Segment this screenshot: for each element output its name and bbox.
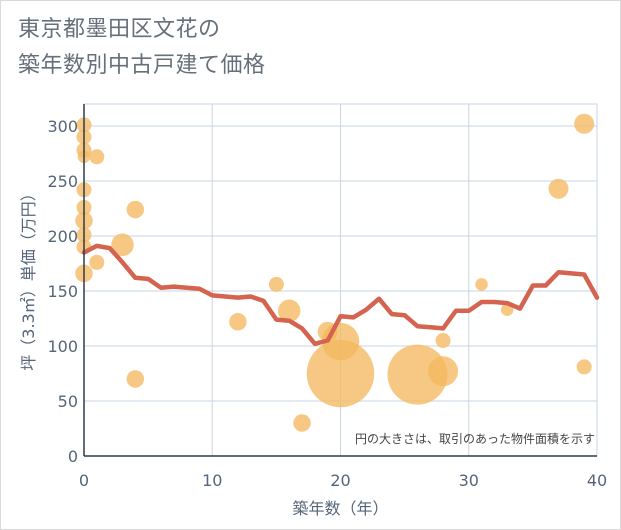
data-bubble [435, 333, 451, 348]
bubble-series [75, 113, 595, 432]
data-bubble [111, 233, 134, 257]
chart-title-line-1: 東京都墨田区文花の [18, 17, 221, 42]
data-bubble [293, 414, 311, 432]
x-tick-label: 40 [587, 471, 607, 490]
axes: 0 10 20 30 40 0 50 100 150 200 250 300 [47, 104, 607, 490]
x-axis-title: 築年数（年） [292, 499, 388, 518]
data-bubble [306, 339, 375, 408]
chart-title: 東京都墨田区文花の 築年数別中古戸建て価格 [18, 12, 266, 84]
data-bubble [89, 254, 105, 270]
chart-title-line-2: 築年数別中古戸建て価格 [18, 53, 266, 78]
y-tick-label: 100 [47, 337, 78, 356]
y-axis-title: 坪（3.3㎡）単価（万円） [19, 185, 38, 370]
y-tick-label: 0 [68, 447, 78, 466]
data-bubble [428, 356, 459, 387]
y-tick-label: 150 [47, 282, 78, 301]
size-annotation: 円の大きさは、取引のあった物件面積を示す [355, 431, 595, 446]
y-tick-label: 250 [47, 172, 78, 191]
x-tick-label: 30 [459, 471, 479, 490]
data-bubble [89, 149, 105, 165]
data-bubble [277, 299, 301, 323]
x-tick-label: 20 [330, 471, 350, 490]
data-bubble [229, 313, 247, 331]
data-bubble [574, 113, 595, 134]
price-trend-line [81, 243, 600, 347]
data-bubble [387, 344, 448, 405]
data-bubble [268, 276, 284, 292]
data-bubble [126, 200, 145, 219]
x-tick-label: 0 [79, 471, 89, 490]
y-tick-label: 50 [58, 392, 78, 411]
data-bubble [548, 178, 569, 199]
data-bubble [475, 278, 488, 291]
y-tick-label: 300 [47, 117, 78, 136]
y-tick-label: 200 [47, 227, 78, 246]
x-tick-label: 10 [202, 471, 222, 490]
data-bubble [126, 370, 145, 388]
data-bubble [576, 359, 592, 375]
